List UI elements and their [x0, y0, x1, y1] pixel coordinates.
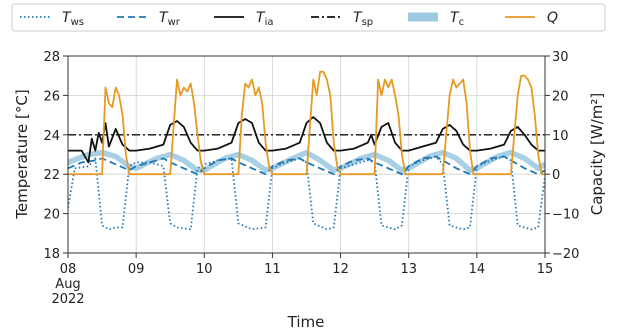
plot-frame: [67, 55, 546, 254]
tick-label-left: 24: [43, 129, 60, 144]
tick-label-x: 13: [400, 262, 417, 277]
x-axis-label: Time: [287, 313, 325, 331]
legend-label-ia: Tia: [256, 10, 273, 28]
legend-frame: [11, 3, 606, 32]
tick-label-x: Aug: [55, 277, 80, 292]
left-axis-ticks: 18 20 22 24 26 28: [43, 50, 68, 262]
tick-label-x: 15: [537, 262, 554, 277]
tick-label-x: 14: [469, 262, 486, 277]
tick-label-right: −20: [552, 247, 579, 262]
right-axis-ticks: −20 −10 0 10 20 30: [545, 50, 579, 262]
legend-label-sp: Tsp: [353, 10, 373, 28]
legend: Tws Twr Tia Tsp Tc Q: [11, 3, 606, 32]
tick-label-left: 18: [43, 247, 60, 262]
series-layer: [68, 70, 545, 231]
tick-label-right: 0: [552, 168, 560, 183]
tick-label-x: 2022: [51, 292, 84, 307]
tick-label-right: 30: [552, 50, 569, 65]
tick-label-x: 12: [332, 262, 349, 277]
legend-label-wr: Twr: [159, 10, 181, 28]
tick-label-left: 22: [43, 168, 60, 183]
tick-label-right: −10: [552, 208, 579, 223]
tick-label-left: 28: [43, 50, 60, 65]
legend-label-Q: Q: [547, 10, 558, 26]
series-line-ia: [68, 116, 545, 164]
tick-label-x: 10: [196, 262, 213, 277]
tick-label-left: 20: [43, 208, 60, 223]
tick-label-right: 20: [552, 89, 569, 104]
right-axis-label: Capacity [W/m²]: [588, 93, 606, 216]
tick-label-left: 26: [43, 89, 60, 104]
left-axis-label: Temperature [°C]: [13, 89, 31, 219]
tick-label-x: 08: [60, 262, 77, 277]
legend-label-ws: Tws: [62, 10, 84, 28]
legend-label-c: Tc: [450, 10, 464, 28]
tick-label-x: 11: [264, 262, 281, 277]
tick-label-right: 10: [552, 129, 569, 144]
series-line-c: [68, 149, 545, 174]
series-line-Q: [68, 70, 545, 176]
tick-label-x: 09: [128, 262, 145, 277]
